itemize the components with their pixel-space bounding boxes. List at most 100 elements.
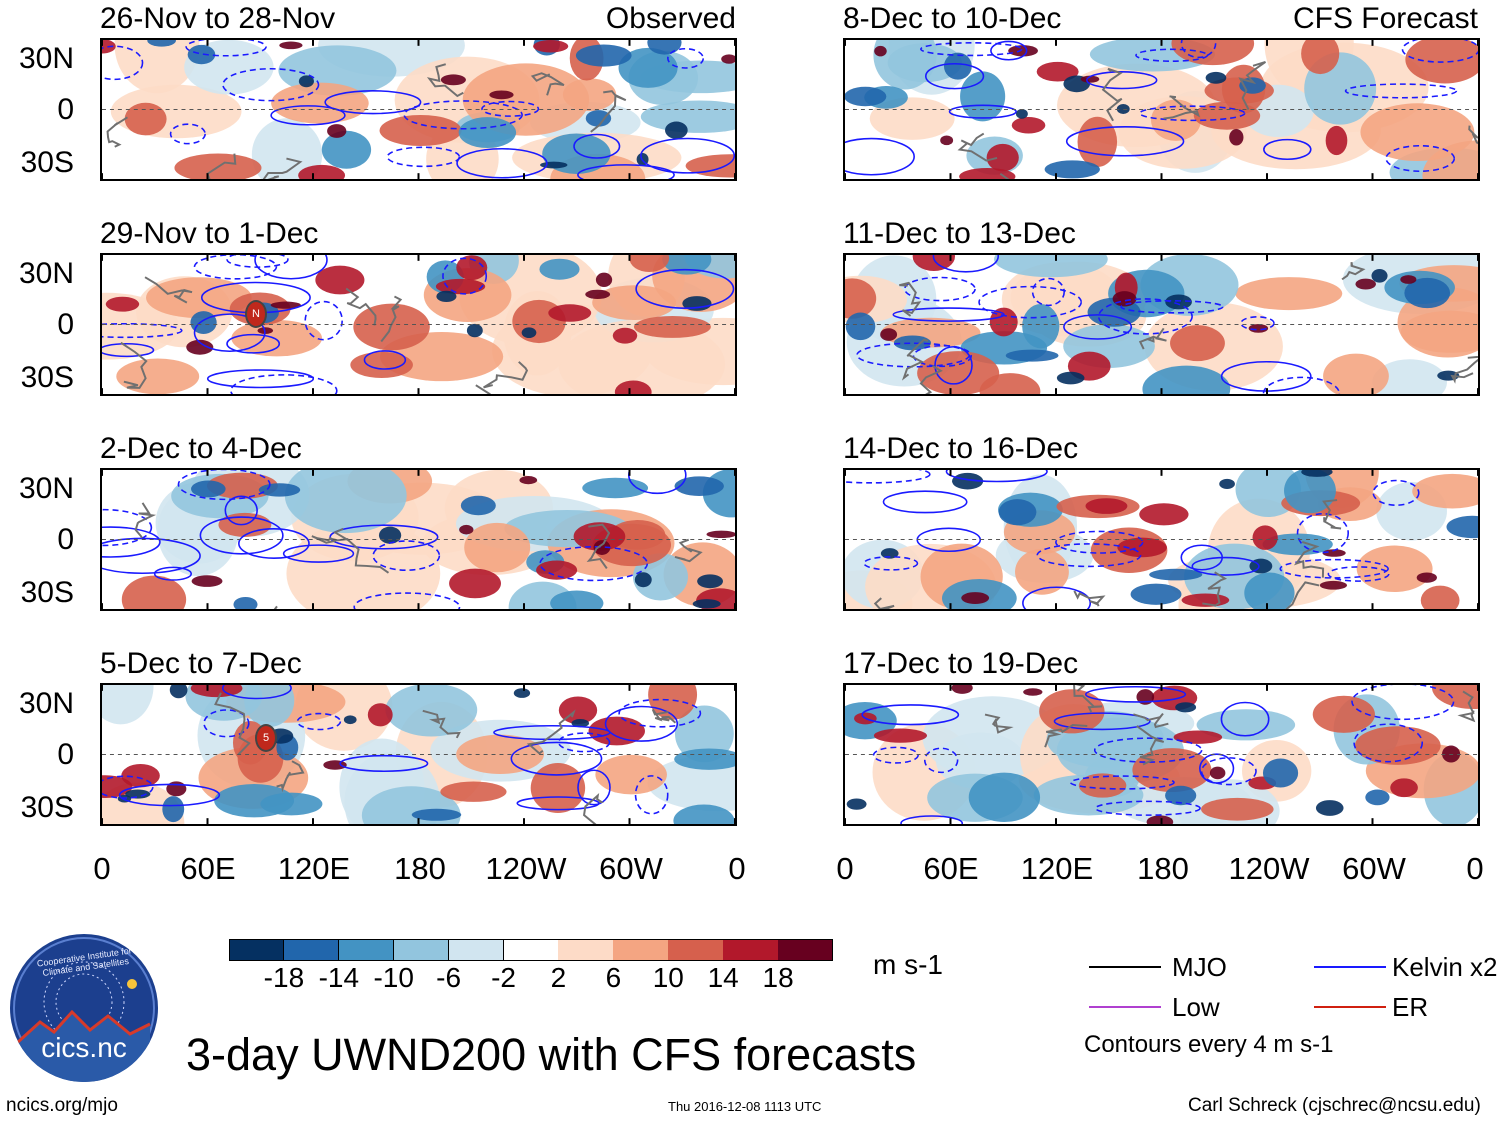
kelvin-contour [339, 754, 429, 772]
easterly-anomaly [1244, 572, 1295, 609]
westerly-anomaly [1412, 473, 1478, 509]
panel-title: 5-Dec to 7-Dec [100, 647, 302, 680]
westerly-anomaly [1146, 815, 1174, 824]
kelvin-contour [329, 524, 439, 550]
easterly-anomaly [880, 548, 899, 559]
x-tick-label: 180 [394, 851, 446, 886]
westerly-anomaly [1229, 129, 1244, 146]
panel-title: 26-Nov to 28-Nov [100, 2, 336, 35]
easterly-anomaly [968, 772, 1041, 823]
kelvin-contour [1191, 556, 1260, 576]
wind-field [102, 470, 735, 609]
map-panel [843, 468, 1480, 611]
kelvin-contour [1199, 753, 1235, 784]
x-tick-label: 60E [923, 851, 979, 886]
easterly-anomaly [640, 100, 735, 133]
westerly-anomaly [951, 685, 973, 694]
easterly-anomaly [378, 526, 402, 544]
westerly-anomaly [1319, 580, 1348, 590]
kelvin-contour [557, 732, 611, 753]
footer-timestamp: Thu 2016-12-08 1113 UTC [668, 1099, 822, 1114]
easterly-anomaly [458, 117, 517, 148]
cics-logo: Cooperative Institute for Climate and Sa… [10, 934, 158, 1082]
legend-label-mjo: MJO [1172, 952, 1227, 982]
easterly-anomaly [846, 798, 867, 810]
kelvin-contour [845, 470, 931, 484]
easterly-anomaly [162, 796, 185, 823]
legend-line-low [1089, 1006, 1161, 1008]
easterly-anomaly [1022, 303, 1060, 349]
kelvin-contour [102, 537, 201, 575]
y-tick-label: 30S [20, 791, 74, 824]
easterly-anomaly [411, 808, 462, 821]
westerly-anomaly [124, 102, 167, 136]
easterly-anomaly [260, 792, 323, 816]
colorbar-units: m s-1 [873, 949, 943, 980]
panel-title: 2-Dec to 4-Dec [100, 432, 302, 465]
easterly-anomaly [191, 480, 226, 498]
main-title: 3-day UWND200 with CFS forecasts [186, 1029, 917, 1080]
kelvin-contour [102, 508, 153, 547]
westerly-anomaly [191, 575, 223, 587]
easterly-anomaly [673, 804, 735, 824]
westerly-anomaly [1400, 275, 1417, 284]
y-tick-label: 0 [57, 308, 74, 341]
westerly-anomaly [593, 540, 611, 555]
coastline [262, 157, 303, 179]
kelvin-contour [577, 769, 611, 806]
kelvin-contour [324, 90, 422, 115]
easterly-anomaly [1205, 71, 1227, 84]
westerly-anomaly [989, 307, 1018, 337]
westerly-anomaly [489, 90, 514, 100]
easterly-anomaly [1284, 470, 1336, 514]
easterly-anomaly [1165, 294, 1192, 310]
kelvin-contour [978, 285, 1083, 319]
easterly-anomaly [343, 715, 357, 725]
westerly-anomaly [1077, 116, 1118, 168]
kelvin-contour [924, 62, 985, 90]
westerly-anomaly [609, 520, 666, 550]
easterly-anomaly [1165, 785, 1197, 806]
westerly-anomaly [595, 754, 667, 795]
kelvin-contour [1055, 530, 1144, 554]
westerly-anomaly [588, 716, 645, 746]
coastline [651, 708, 677, 724]
panel-title: 11-Dec to 13-Dec [843, 217, 1076, 250]
easterly-anomaly [258, 483, 301, 497]
westerly-anomaly [721, 54, 735, 64]
westerly-anomaly [592, 285, 677, 321]
legend-line-er [1314, 1006, 1386, 1008]
kelvin-contour [1138, 105, 1246, 122]
kelvin-contour [1097, 298, 1193, 335]
kelvin-contour [892, 307, 1005, 322]
kelvin-contour [296, 712, 342, 731]
easterly-anomaly [1262, 533, 1333, 556]
kelvin-contour [900, 815, 964, 824]
logo-text: cics.nc [41, 1032, 127, 1063]
coastline [106, 116, 128, 148]
logo-graphic [13, 937, 155, 1082]
colorbar-cell [668, 939, 724, 961]
easterly-anomaly [845, 312, 876, 341]
easterly-anomaly [169, 685, 188, 699]
westerly-anomaly [271, 82, 369, 124]
westerly-anomaly [1235, 277, 1343, 311]
y-tick-label: 0 [57, 738, 74, 771]
kelvin-contour [1053, 712, 1151, 731]
colorbar-tick-label: -2 [491, 962, 516, 993]
footer-author: Carl Schreck (cjschrec@ncsu.edu) [1188, 1095, 1481, 1116]
westerly-anomaly [459, 524, 474, 535]
colorbar-cell [613, 939, 669, 961]
coastline [214, 692, 251, 756]
easterly-anomaly [1130, 583, 1182, 605]
kelvin-contour [169, 123, 206, 145]
westerly-anomaly [270, 301, 301, 309]
panel-title: 14-Dec to 16-Dec [843, 432, 1079, 465]
easterly-anomaly [943, 52, 972, 80]
wind-field [102, 40, 735, 179]
westerly-anomaly [379, 114, 462, 147]
kelvin-contour [1069, 775, 1175, 790]
coastline [1202, 571, 1228, 607]
kelvin-contour [372, 540, 441, 571]
westerly-anomaly [533, 40, 569, 53]
